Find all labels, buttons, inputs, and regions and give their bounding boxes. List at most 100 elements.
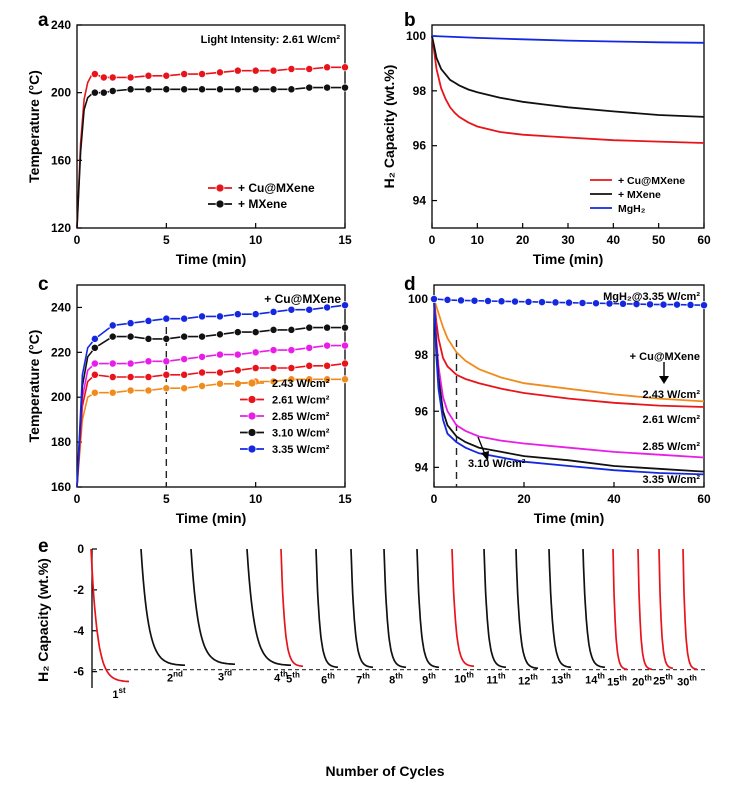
curve-label: 2.85 W/cm² <box>643 441 701 453</box>
series-line <box>76 86 345 229</box>
data-point <box>341 83 349 92</box>
cycle-label: 6th <box>321 672 335 687</box>
y-tick-label: 98 <box>415 348 429 362</box>
data-point <box>90 370 99 379</box>
data-point <box>484 297 492 305</box>
data-point <box>198 368 207 377</box>
cycle-number: 4 <box>274 673 281 685</box>
data-point <box>180 384 189 393</box>
panel-e: 0 -2 -4 -6 H₂ Capacity (wt.%) Number of Cycle… <box>35 536 708 779</box>
data-point <box>144 85 153 94</box>
data-point <box>126 332 135 341</box>
y-tick-label: 240 <box>51 300 71 314</box>
data-point <box>269 85 278 94</box>
data-point <box>538 298 546 307</box>
legend-marker <box>247 428 257 437</box>
cycle-number: 3 <box>218 671 224 683</box>
cycle-label: 7th <box>356 672 370 687</box>
x-tick-label: 0 <box>429 233 436 247</box>
y-tick-label: 98 <box>413 84 427 98</box>
cycle-ordinal: th <box>619 674 627 683</box>
y-tick-label: 96 <box>415 404 429 418</box>
data-point <box>269 307 278 316</box>
legend-label: + Cu@MXene <box>618 175 685 187</box>
cycle-number: 2 <box>167 673 173 685</box>
data-point <box>287 375 296 384</box>
data-point <box>180 314 189 323</box>
data-point <box>305 305 314 314</box>
plot-frame <box>431 24 705 229</box>
cycle-label: 11th <box>486 672 505 687</box>
data-point <box>162 334 171 343</box>
data-point <box>497 297 506 306</box>
y-tick-label: 100 <box>406 29 426 43</box>
curve-label: 2.61 W/cm² <box>643 414 701 426</box>
data-point <box>90 334 99 343</box>
data-point <box>180 355 189 364</box>
cycle-curve <box>658 548 674 670</box>
data-point <box>126 73 135 82</box>
data-point <box>305 323 314 332</box>
legend-marker <box>247 378 257 388</box>
cycle-label: 1st <box>112 686 126 701</box>
data-point <box>323 83 332 92</box>
cycle-curve <box>612 548 627 671</box>
cycle-number: 20 <box>632 677 644 689</box>
y-tick-label: 0 <box>77 542 84 556</box>
data-point <box>90 388 99 397</box>
data-point <box>233 310 242 319</box>
legend-marker <box>215 183 225 193</box>
x-axis-label: Number of Cycles <box>325 763 444 779</box>
cycle-number: 10 <box>454 674 466 686</box>
y-tick-label: -2 <box>73 583 84 597</box>
series-line <box>433 298 705 476</box>
cycle-curve <box>515 548 539 670</box>
x-tick-label: 5 <box>163 492 170 506</box>
cycle-number: 11 <box>486 675 498 687</box>
cycle-curve <box>637 548 652 671</box>
x-tick-label: 10 <box>249 233 263 247</box>
cycle-ordinal: th <box>665 673 673 682</box>
cycle-number: 6 <box>321 675 327 687</box>
data-point <box>605 299 614 308</box>
data-point <box>430 295 438 303</box>
data-point <box>323 375 332 384</box>
cycle-number: 30 <box>677 677 689 689</box>
annotation: Light Intensity: 2.61 W/cm² <box>201 34 341 46</box>
panel-a: 0 5 10 15 120 160 200 240 Time (min) Temperature … <box>26 10 352 267</box>
data-point <box>251 328 260 337</box>
cycle-ordinal: th <box>395 672 403 681</box>
y-tick-label: 94 <box>413 194 427 208</box>
data-point <box>511 297 519 306</box>
data-point <box>90 88 99 97</box>
legend-label: + MXene <box>618 189 661 201</box>
cycle-ordinal: th <box>292 671 300 680</box>
cycle-ordinal: th <box>280 670 288 679</box>
data-point <box>144 386 153 395</box>
x-tick-label: 40 <box>607 233 621 247</box>
y-tick-label: 240 <box>51 18 71 32</box>
data-point <box>144 316 153 325</box>
data-point <box>673 300 681 309</box>
cycle-ordinal: th <box>466 671 474 680</box>
panel-letter: d <box>404 274 416 295</box>
cycle-label: 3rd <box>218 668 232 683</box>
data-point <box>341 63 349 72</box>
cycle-ordinal: th <box>327 672 335 681</box>
data-point <box>162 71 171 80</box>
cycle-ordinal: th <box>530 673 538 682</box>
data-point <box>305 361 314 370</box>
data-point <box>215 368 224 377</box>
plot-frame <box>433 284 705 488</box>
data-point <box>287 364 296 372</box>
curve-label: 3.35 W/cm² <box>643 474 701 486</box>
data-point <box>162 370 171 379</box>
series-line <box>433 298 705 459</box>
data-point <box>99 73 108 82</box>
data-point <box>108 321 117 330</box>
panel-d: 0 20 40 60 94 96 98 100 Time (min) d MgH₂@3.35 W/c… <box>404 274 711 526</box>
cycle-curve <box>315 548 339 669</box>
cycle-ordinal: th <box>597 672 605 681</box>
x-tick-label: 40 <box>607 492 621 506</box>
y-tick-label: 180 <box>51 435 71 449</box>
